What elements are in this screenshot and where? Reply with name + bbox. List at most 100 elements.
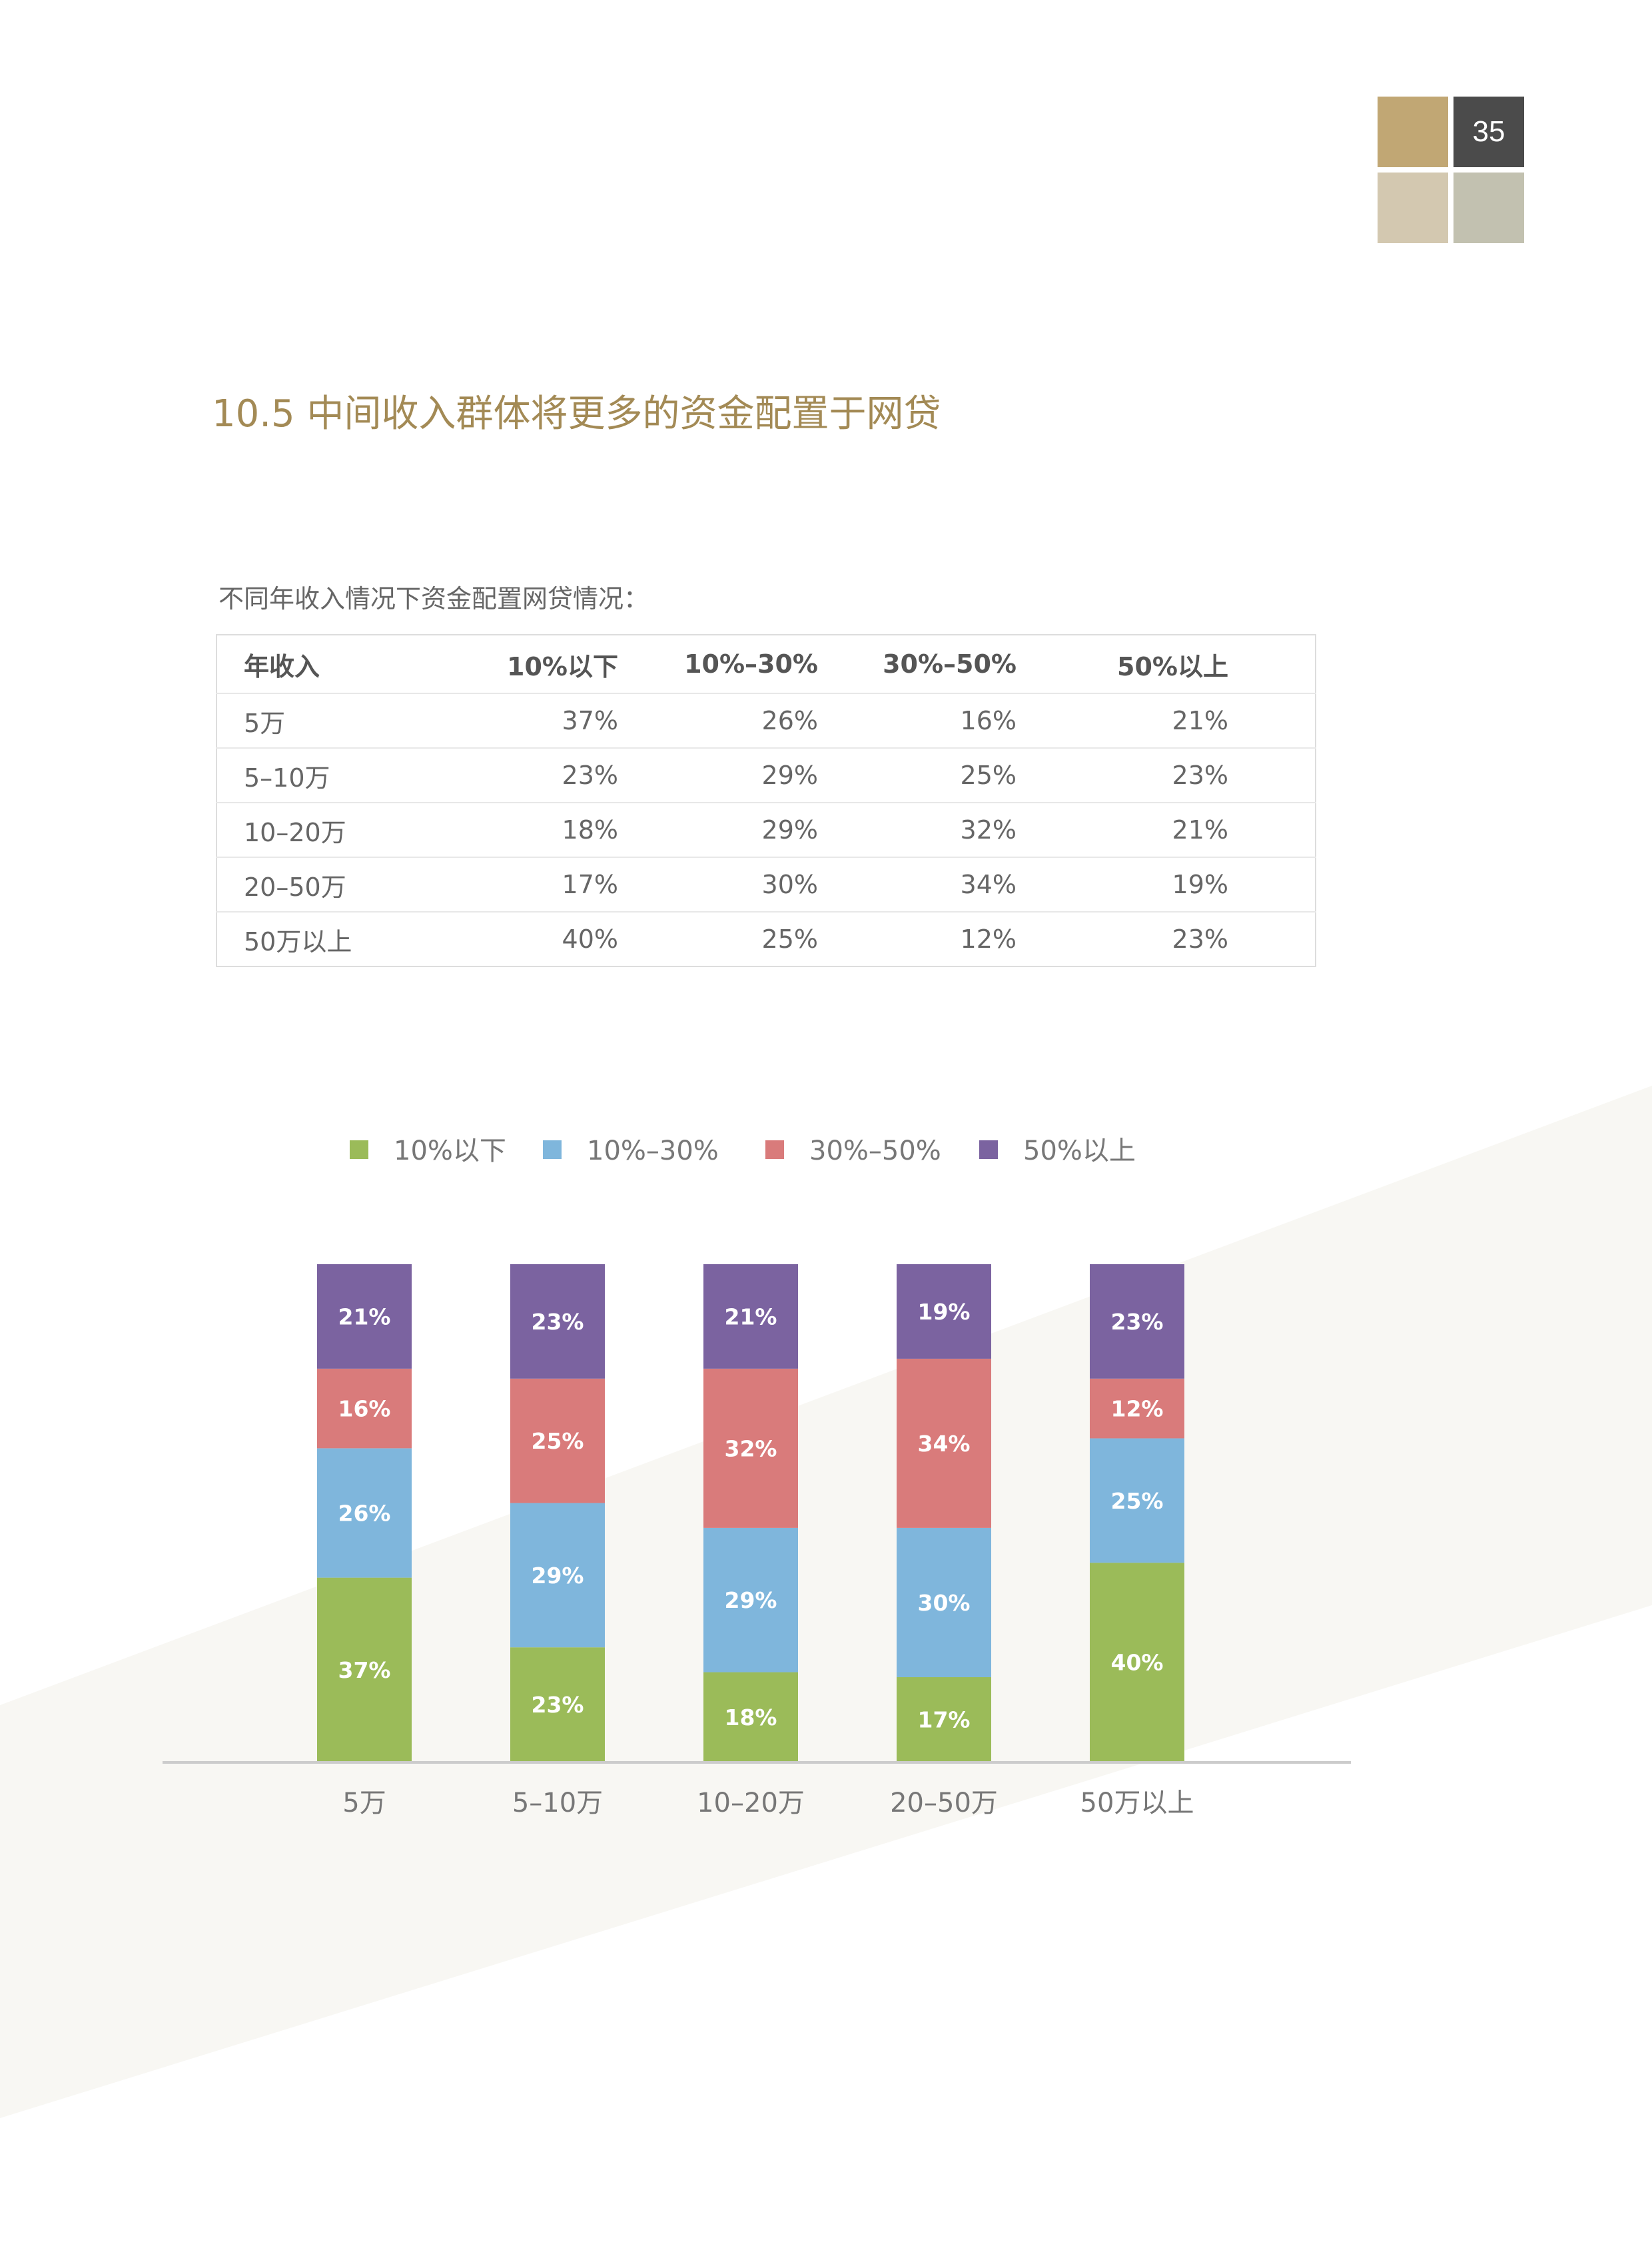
x-tick-label: 50万以上: [1080, 1788, 1194, 1818]
data-label: 29%: [532, 1563, 584, 1589]
table-header-row: 年收入 10%以下 10%–30% 30%–50% 50%以上: [216, 635, 1316, 694]
data-label: 17%: [918, 1707, 971, 1733]
bar-segment: [897, 1358, 991, 1528]
bar-segment: [510, 1647, 605, 1762]
data-label: 23%: [532, 1692, 584, 1718]
data-label: 21%: [725, 1304, 777, 1329]
bar-segment: [317, 1448, 412, 1578]
page-number: 35: [1453, 97, 1524, 167]
section-title: 10.5 中间收入群体将更多的资金配置于网贷: [212, 392, 941, 436]
table-cell: 25%: [761, 925, 818, 954]
table-cell: 29%: [618, 748, 818, 803]
table-cell: 29%: [618, 803, 818, 858]
table-row: 50万以上 40% 25% 12% 23%: [216, 912, 1316, 966]
table-cell: 12%: [960, 925, 1017, 954]
data-label: 25%: [1111, 1488, 1164, 1514]
table-cell: 21%: [1017, 693, 1228, 749]
legend-swatch: [543, 1140, 562, 1159]
legend-label: 10%以下: [394, 1136, 506, 1166]
table-cell: 19%: [1017, 857, 1228, 913]
legend-label: 50%以上: [1023, 1136, 1136, 1166]
table-cell: 23%: [1017, 748, 1228, 803]
table-cell-income: 50万以上: [244, 927, 352, 956]
bar-segment: [510, 1503, 605, 1648]
data-label: 40%: [1111, 1650, 1164, 1676]
data-label: 23%: [1111, 1309, 1164, 1335]
legend-label: 10%–30%: [587, 1136, 719, 1166]
bar-segment: [510, 1378, 605, 1503]
legend-swatch: [979, 1140, 998, 1159]
table-cell: 40%: [562, 925, 618, 954]
x-tick-label: 5–10万: [512, 1788, 603, 1818]
data-label: 29%: [725, 1587, 777, 1613]
data-label: 16%: [338, 1396, 391, 1422]
bar-segment: [897, 1527, 991, 1678]
x-tick-label: 5万: [342, 1788, 386, 1818]
table-cell-income: 20–50万: [216, 857, 470, 913]
diagonal-band-shape: [0, 1086, 1652, 2118]
data-label: 23%: [532, 1309, 584, 1335]
bar-segment: [897, 1677, 991, 1762]
income-allocation-table: 年收入 10%以下 10%–30% 30%–50% 50%以上 5万 37% 2…: [216, 634, 1316, 967]
table-spacer: [1228, 748, 1316, 803]
data-label: 34%: [918, 1431, 971, 1457]
data-label: 26%: [338, 1501, 391, 1527]
table-cell: 34%: [818, 857, 1017, 913]
legend-swatch: [350, 1140, 368, 1159]
table-spacer: [1228, 803, 1316, 858]
table-cell-income: 10–20万: [216, 803, 470, 858]
legend-swatch: [765, 1140, 784, 1159]
bar-segment: [1090, 1438, 1184, 1563]
x-tick-label: 20–50万: [890, 1788, 998, 1818]
data-label: 25%: [532, 1428, 584, 1454]
table-cell-income: 5万: [216, 693, 470, 749]
data-label: 12%: [1111, 1396, 1164, 1422]
table-row: 5万 37% 26% 16% 21%: [216, 693, 1316, 749]
data-label: 30%: [918, 1590, 971, 1616]
data-label: 19%: [918, 1299, 971, 1325]
bar-segment: [703, 1672, 798, 1762]
table-cell: 37%: [470, 693, 618, 749]
legend-label: 30%–50%: [809, 1136, 941, 1166]
corner-block-gray: [1453, 173, 1524, 243]
bar-segment: [317, 1577, 412, 1762]
table-cell-income: 5–10万: [216, 748, 470, 803]
table-cell: 25%: [818, 748, 1017, 803]
table-header-spacer: [1228, 635, 1316, 694]
table-cell: 17%: [470, 857, 618, 913]
table-cell: 18%: [470, 803, 618, 858]
table-row: 20–50万 17% 30% 34% 19%: [216, 857, 1316, 913]
table-cell: 32%: [818, 803, 1017, 858]
bar-segment: [317, 1264, 412, 1369]
table-header-cell: 10%–30%: [618, 635, 818, 694]
table-spacer: [1228, 857, 1316, 913]
table-cell: 23%: [470, 748, 618, 803]
bar-segment: [317, 1368, 412, 1449]
table-cell: 21%: [1017, 803, 1228, 858]
table-header-cell: 50%以上: [1017, 635, 1228, 694]
bar-segment: [703, 1527, 798, 1673]
bar-segment: [1090, 1264, 1184, 1379]
table-cell: 26%: [618, 693, 818, 749]
data-label: 21%: [338, 1304, 391, 1329]
table-caption: 不同年收入情况下资金配置网贷情况：: [218, 584, 649, 613]
table-header-cell: 10%以下: [470, 635, 618, 694]
x-tick-label: 10–20万: [697, 1788, 805, 1818]
bar-segment: [1090, 1563, 1184, 1762]
table-header-cell: 30%–50%: [818, 635, 1017, 694]
bar-segment: [510, 1264, 605, 1379]
table-cell: 30%: [618, 857, 818, 913]
bar-segment: [703, 1368, 798, 1528]
table-cell: 23%: [1172, 925, 1228, 954]
bar-segment: [1090, 1378, 1184, 1439]
table-cell: 16%: [818, 693, 1017, 749]
table-row: 5–10万 23% 29% 25% 23%: [216, 748, 1316, 803]
bar-segment: [897, 1264, 991, 1359]
data-label: 18%: [725, 1704, 777, 1730]
corner-block-beige: [1378, 173, 1448, 243]
corner-block-gold: [1378, 97, 1448, 167]
data-label: 32%: [725, 1435, 777, 1461]
table-row: 10–20万 18% 29% 32% 21%: [216, 803, 1316, 858]
